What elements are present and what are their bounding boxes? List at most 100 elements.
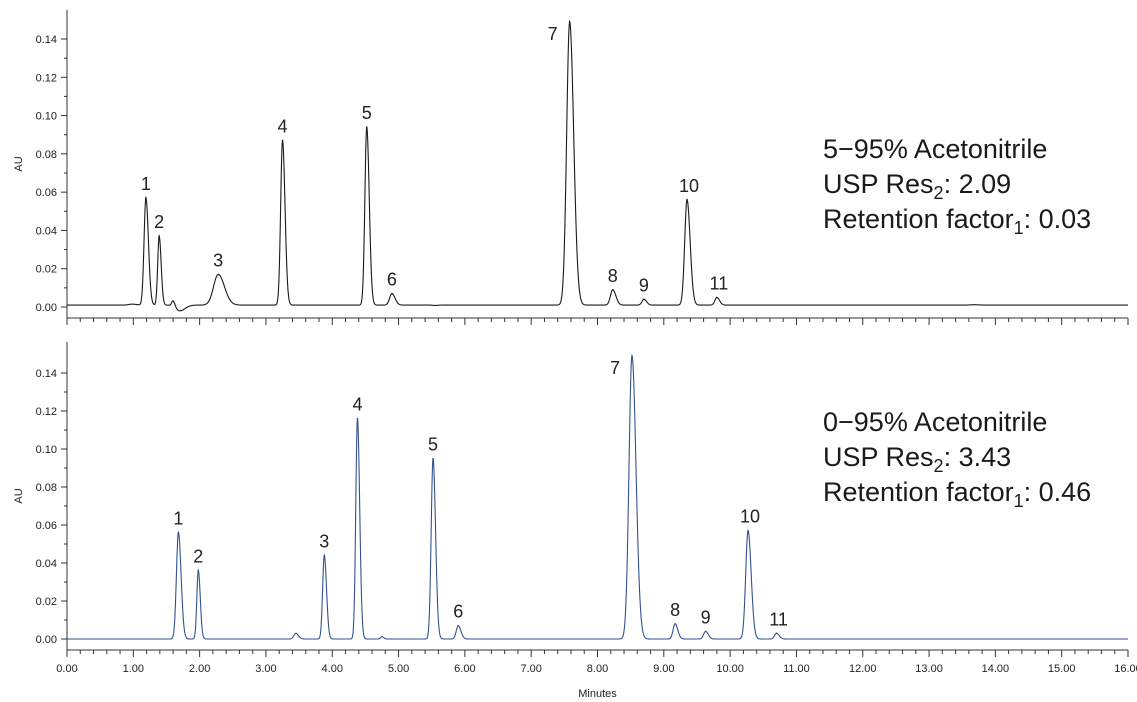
y-tick-label: 0.12 xyxy=(36,72,57,84)
y-tick-label: 0.02 xyxy=(36,264,57,276)
annotation-gradient: 5−95% Acetonitrile xyxy=(823,134,1047,164)
y-tick-label: 0.10 xyxy=(36,444,57,456)
x-tick-label: 3.00 xyxy=(255,663,276,675)
x-tick-label: 2.00 xyxy=(189,663,210,675)
peak-point xyxy=(177,531,180,534)
y-tick-label: 0.06 xyxy=(36,520,57,532)
peak-point xyxy=(716,296,718,299)
x-axis-title: Minutes xyxy=(578,688,617,700)
peak-point xyxy=(391,292,393,295)
y-tick-label: 0.06 xyxy=(36,187,57,199)
y-axis-title: AU xyxy=(13,488,25,503)
peak-point xyxy=(217,273,219,276)
peak-label: 9 xyxy=(639,275,649,295)
peak-point xyxy=(611,288,614,291)
annotation-usp-res: USP Res2: 3.43 xyxy=(823,442,1011,476)
peak-point xyxy=(631,355,633,357)
annotation-retention-label: Retention factor xyxy=(823,477,1014,507)
x-tick-label: 12.00 xyxy=(849,663,877,675)
annotation-usp-res-subscript: 2 xyxy=(934,183,944,203)
annotation-usp-res-subscript: 2 xyxy=(934,456,944,476)
peak-label: 1 xyxy=(173,509,183,529)
y-tick-label: 0.00 xyxy=(36,634,57,646)
peak-label: 1 xyxy=(141,174,151,194)
x-tick-label: 4.00 xyxy=(322,663,343,675)
peak-point xyxy=(158,235,160,237)
y-tick-label: 0.02 xyxy=(36,596,57,608)
peak-label: 3 xyxy=(319,531,329,551)
annotation-retention-factor: Retention factor1: 0.46 xyxy=(823,477,1091,511)
peak-point xyxy=(365,126,368,128)
peak-point xyxy=(643,298,645,301)
y-axis-title: AU xyxy=(13,156,25,171)
peak-label: 6 xyxy=(387,270,397,290)
annotation-usp-res-value: : 2.09 xyxy=(944,169,1012,199)
panel-top: 0.000.020.040.060.080.100.120.14AU123456… xyxy=(13,10,1129,325)
peak-point xyxy=(747,529,749,532)
peak-point xyxy=(686,199,688,201)
annotation-retention-subscript: 1 xyxy=(1014,218,1024,238)
x-tick-label: 1.00 xyxy=(123,663,144,675)
annotation-retention-label: Retention factor xyxy=(823,204,1014,234)
panel-bottom: 0.00 0.02 0.04 0.06 0.08 0.10 0.12 0.14 0.00 1.00… xyxy=(13,342,1137,700)
y-tick-label: 0.08 xyxy=(36,482,57,494)
peak-label: 6 xyxy=(453,602,463,622)
peak-label: 8 xyxy=(670,600,680,620)
peak-point xyxy=(704,630,707,633)
peak-label: 5 xyxy=(362,103,372,123)
peak-label: 4 xyxy=(352,395,362,415)
peak-label: 4 xyxy=(278,116,288,136)
peak-label: 10 xyxy=(679,176,699,196)
y-tick-label: 0.14 xyxy=(36,368,57,380)
y-tick-label: 0.04 xyxy=(36,558,57,570)
y-tick-label: 0.12 xyxy=(36,406,57,418)
peak-label: 11 xyxy=(769,609,788,629)
peak-label: 10 xyxy=(740,507,760,527)
annotation-usp-res-label: USP Res xyxy=(823,169,934,199)
x-tick-label: 0.00 xyxy=(56,663,77,675)
peak-label: 11 xyxy=(710,273,729,293)
peak-label: 7 xyxy=(610,358,620,378)
peak-point xyxy=(197,569,200,572)
peak-label: 2 xyxy=(154,212,164,232)
peak-point xyxy=(356,417,359,420)
x-tick-label: 14.00 xyxy=(982,663,1010,675)
x-tick-label: 7.00 xyxy=(520,663,541,675)
peak-point xyxy=(145,197,147,199)
peak-label: 9 xyxy=(701,607,711,627)
annotation-retention-subscript: 1 xyxy=(1014,491,1024,511)
peak-point xyxy=(432,457,434,460)
annotation-usp-res-value: : 3.43 xyxy=(944,442,1012,472)
peak-point xyxy=(457,624,460,627)
x-tick-label: 10.00 xyxy=(716,663,744,675)
y-tick-label: 0.04 xyxy=(36,225,57,237)
x-tick-label: 15.00 xyxy=(1048,663,1076,675)
peak-label: 8 xyxy=(608,266,618,286)
y-tick-label: 0.14 xyxy=(36,34,57,46)
x-tick-label: 13.00 xyxy=(915,663,943,675)
peak-label: 3 xyxy=(213,250,223,270)
annotation-retention-value: : 0.46 xyxy=(1024,477,1092,507)
x-tick-label: 16.00 xyxy=(1114,663,1137,675)
peak-point xyxy=(775,632,778,635)
y-tick-label: 0.00 xyxy=(36,302,57,314)
y-tick-label: 0.10 xyxy=(36,111,57,123)
x-tick-label: 8.00 xyxy=(587,663,608,675)
peak-point xyxy=(568,20,571,23)
annotation-usp-res-label: USP Res xyxy=(823,442,934,472)
annotation-usp-res: USP Res2: 2.09 xyxy=(823,169,1011,203)
x-tick-label: 11.00 xyxy=(783,663,810,675)
peak-label: 5 xyxy=(428,435,438,455)
annotation-retention-value: : 0.03 xyxy=(1024,204,1092,234)
x-tick-label: 5.00 xyxy=(388,663,409,675)
annotation-retention-factor: Retention factor1: 0.03 xyxy=(823,204,1091,238)
peak-label: 2 xyxy=(193,547,203,567)
trace-line xyxy=(67,19,1128,312)
annotation-gradient: 0−95% Acetonitrile xyxy=(823,407,1047,437)
peak-label: 7 xyxy=(548,24,558,44)
peak-point xyxy=(281,139,284,142)
trace-line xyxy=(67,353,1128,640)
peak-point xyxy=(674,623,676,625)
x-tick-label: 9.00 xyxy=(653,663,674,675)
